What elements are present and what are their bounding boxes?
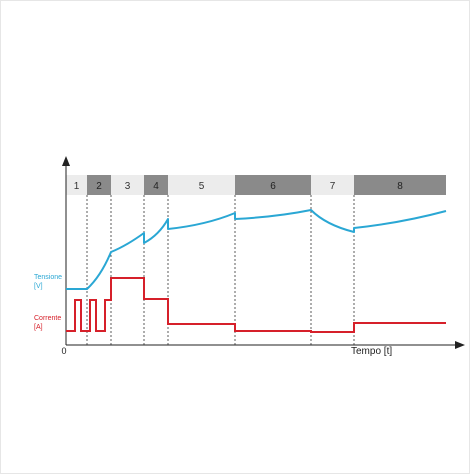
phase-2-cell xyxy=(87,175,111,195)
current-label-line2: [A] xyxy=(34,324,43,331)
current-trace-group: Corrente [A] xyxy=(34,277,446,333)
x-axis-arrowhead xyxy=(455,341,465,349)
phase-3-cell xyxy=(111,175,144,195)
phase-8-label: 8 xyxy=(397,181,403,192)
voltage-trace-group: Tensione [V] xyxy=(34,209,447,290)
phase-1-label: 1 xyxy=(74,181,80,192)
phase-6-cell xyxy=(235,175,311,195)
phase-1-cell xyxy=(66,175,87,195)
phase-4-label: 4 xyxy=(153,181,159,192)
phase-8-cell xyxy=(354,175,446,195)
phase-header: 1 2 3 4 5 6 7 8 xyxy=(66,175,446,195)
voltage-label-line2: [V] xyxy=(34,283,43,290)
axes: 0 Tempo [t] xyxy=(61,156,465,357)
y-axis-arrowhead xyxy=(62,156,70,166)
current-trace xyxy=(66,277,446,333)
voltage-label-line1: Tensione xyxy=(34,274,62,281)
phase-4-cell xyxy=(144,175,168,195)
phase-5-cell xyxy=(168,175,235,195)
phase-5-label: 5 xyxy=(199,181,205,192)
phase-2-label: 2 xyxy=(96,181,102,192)
origin-label: 0 xyxy=(61,346,66,356)
phase-3-label: 3 xyxy=(125,181,131,192)
phase-7-cell xyxy=(311,175,354,195)
current-label-line1: Corrente xyxy=(34,315,61,322)
phase-7-label: 7 xyxy=(330,181,336,192)
time-axis-label: Tempo [t] xyxy=(351,346,392,357)
voltage-trace xyxy=(66,209,447,290)
phase-6-label: 6 xyxy=(270,181,276,192)
